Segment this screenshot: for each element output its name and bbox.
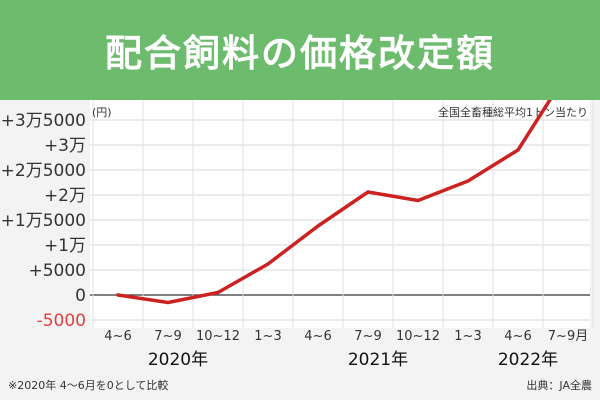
source-note: 出典：JA全農 [526, 378, 592, 392]
unit-label: (円) [92, 106, 112, 119]
x-tick-label: 10~12 [196, 329, 240, 344]
footnote: ※2020年 4〜6月を0として比較 [8, 378, 168, 392]
page-title: 配合飼料の価格改定額 [105, 32, 495, 75]
y-tick-label: +3万5000 [1, 111, 86, 131]
x-tick-label: 4~6 [104, 329, 131, 344]
year-label: 2020年 [148, 350, 208, 370]
y-tick-label: +1万 [44, 236, 86, 256]
data-point [266, 262, 270, 266]
y-tick-label: +2万5000 [1, 161, 86, 181]
x-tick-label: 7~9月 [548, 329, 588, 344]
y-tick-label: +3万 [44, 136, 86, 156]
x-tick-label: 4~6 [504, 329, 531, 344]
series-line [116, 100, 552, 305]
x-tick-label: 4~6 [304, 329, 331, 344]
x-tick-label: 7~9 [154, 329, 181, 344]
y-tick-label: +2万 [44, 186, 86, 206]
data-point [116, 293, 120, 297]
x-tick-label: 10~12 [396, 329, 440, 344]
chart-panel: +3万5000 +3万 +2万5000 +2万 +1万5000 +1万 +5000 0 -500… [0, 100, 600, 400]
data-point [416, 198, 420, 203]
data-point [516, 148, 520, 152]
data-point [216, 290, 220, 295]
y-tick-label: +5000 [28, 261, 86, 281]
year-label: 2022年 [498, 350, 558, 370]
x-tick-label: 1~3 [454, 329, 481, 344]
data-point [366, 190, 370, 194]
line-chart: +3万5000 +3万 +2万5000 +2万 +1万5000 +1万 +5000 0 -500… [1, 100, 594, 392]
data-point [166, 300, 170, 305]
data-point [466, 179, 470, 183]
y-tick-label: 0 [75, 286, 86, 306]
plot-area [90, 100, 590, 328]
x-tick-label: 1~3 [254, 329, 281, 344]
title-bar: 配合飼料の価格改定額 [0, 0, 600, 100]
year-label: 2021年 [348, 350, 408, 370]
x-tick-label: 7~9 [354, 329, 381, 344]
scope-note: 全国全畜種総平均1トン当たり [438, 105, 588, 119]
y-tick-label: -5000 [37, 311, 86, 331]
y-tick-label: +1万5000 [1, 211, 86, 231]
data-point [316, 224, 320, 228]
